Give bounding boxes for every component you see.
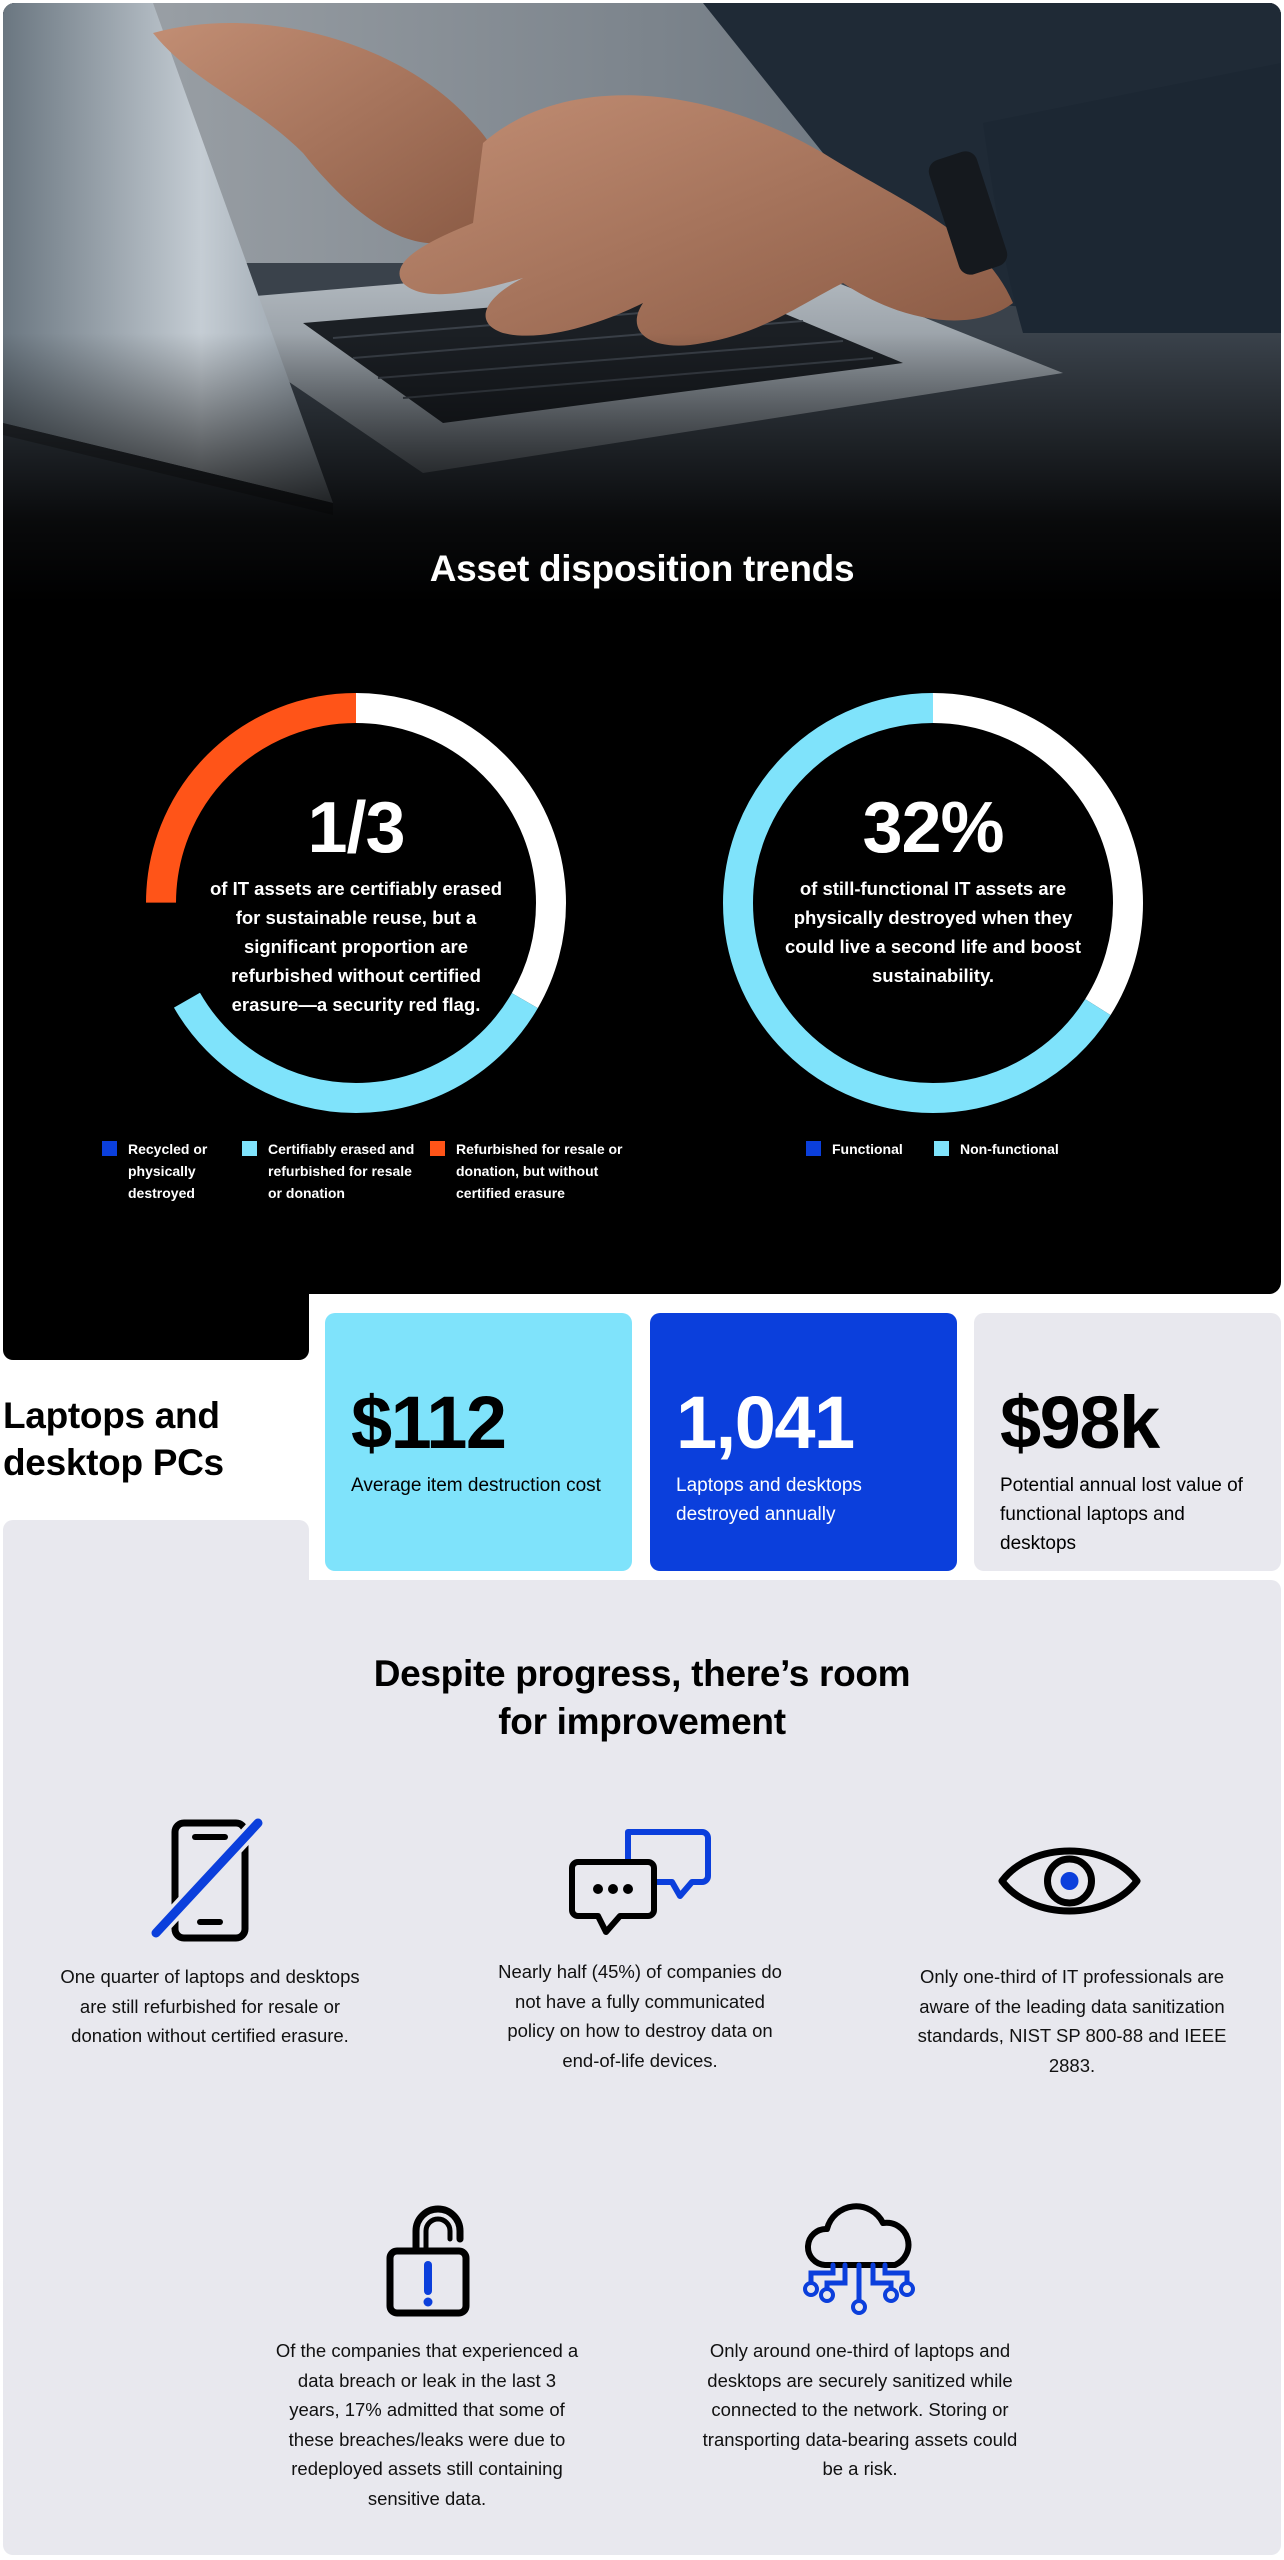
legend-certified: Certifiably erased and refurbished for r… [242, 1138, 422, 1204]
eye-icon [997, 1846, 1142, 1916]
legend-label-non-functional: Non-functional [960, 1141, 1059, 1157]
stat-value: $98k [1000, 1381, 1160, 1464]
legend-label-functional: Functional [832, 1141, 903, 1157]
dark-panel-tab [3, 1290, 309, 1360]
laptops-section-title: Laptops and desktop PCs [3, 1395, 224, 1483]
stat-card-destruction-cost: $112 Average item destruction cost [325, 1313, 632, 1571]
legend-non-functional: Non-functional [934, 1138, 1059, 1160]
stat-label: Average item destruction cost [351, 1475, 601, 1496]
phone-slash-icon [148, 1815, 270, 1943]
legend-label-recycled: Recycled or physically destroyed [128, 1141, 208, 1201]
right-donut-chart: 32% of still-functional IT assets are ph… [723, 693, 1143, 1113]
improvement-text-1: One quarter of laptops and desktops are … [60, 1966, 360, 2046]
hero-image [3, 3, 1281, 603]
stat-value: $112 [351, 1381, 507, 1464]
left-donut-value: 1/3 [307, 788, 405, 868]
hero-fade-overlay [3, 333, 1281, 603]
chat-bubbles-icon [568, 1826, 713, 1946]
legend-swatch-certified [242, 1141, 257, 1156]
improvement-panel-tab [3, 1520, 309, 1590]
legend-swatch-recycled [102, 1141, 117, 1156]
improvement-title-text: Despite progress, there’s room for impro… [373, 1653, 911, 1742]
legend-swatch-refurbished [430, 1141, 445, 1156]
right-donut-value: 32% [862, 788, 1004, 868]
cloud-network-icon [797, 2203, 922, 2318]
stat-card-lost-value: $98k Potential annual lost value of func… [974, 1313, 1281, 1571]
stat-label: Potential annual lost value of functiona… [1000, 1475, 1243, 1554]
unlocked-padlock-icon [378, 2203, 478, 2318]
stat-value: 1,041 [676, 1381, 855, 1464]
improvement-text-2: Nearly half (45%) of companies do not ha… [498, 1961, 782, 2071]
stat-card-destroyed-annually: 1,041 Laptops and desktops destroyed ann… [650, 1313, 957, 1571]
improvement-title: Despite progress, there’s room for impro… [0, 1650, 1284, 1746]
asset-disposition-panel: Asset disposition trends 1/3 of IT asset… [3, 3, 1281, 1294]
legend-recycled: Recycled or physically destroyed [102, 1138, 232, 1204]
improvement-text-3: Only one-third of IT professionals are a… [917, 1966, 1227, 2076]
legend-swatch-functional [806, 1141, 821, 1156]
legend-functional: Functional [806, 1138, 903, 1160]
right-donut-label: 32% of still-functional IT assets are ph… [783, 788, 1083, 990]
stat-label: Laptops and desktops destroyed annually [676, 1475, 862, 1525]
right-donut-description: of still-functional IT assets are physic… [784, 878, 1082, 986]
left-donut-chart: 1/3 of IT assets are certifiably erased … [146, 693, 566, 1113]
left-donut-label: 1/3 of IT assets are certifiably erased … [206, 788, 506, 1019]
left-donut-description: of IT assets are certifiably erased for … [209, 878, 503, 1015]
improvement-text-5: Only around one-third of laptops and des… [702, 2340, 1018, 2479]
legend-label-certified: Certifiably erased and refurbished for r… [268, 1141, 415, 1201]
legend-label-refurbished: Refurbished for resale or donation, but … [456, 1141, 623, 1201]
legend-refurbished: Refurbished for resale or donation, but … [430, 1138, 630, 1204]
improvement-panel [3, 1580, 1281, 2555]
improvement-text-4: Of the companies that experienced a data… [275, 2340, 579, 2509]
legend-swatch-non-functional [934, 1141, 949, 1156]
section-title: Asset disposition trends [429, 548, 855, 589]
